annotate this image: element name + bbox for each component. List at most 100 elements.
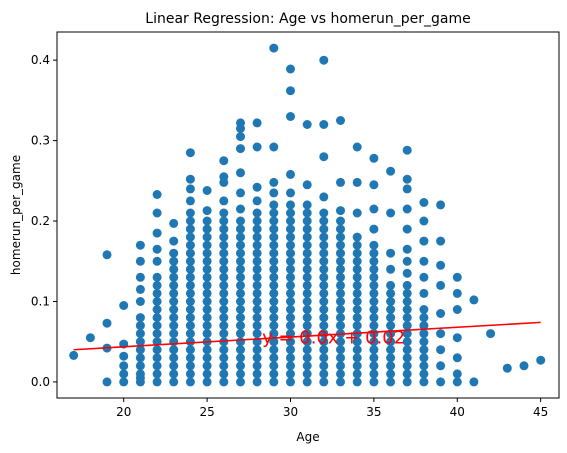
data-point	[336, 361, 345, 371]
data-point	[185, 280, 195, 290]
data-point	[402, 297, 412, 306]
data-point	[202, 264, 212, 274]
data-point	[202, 216, 212, 226]
data-point	[219, 280, 229, 290]
data-point	[185, 216, 195, 226]
data-point	[185, 297, 195, 306]
data-point	[236, 329, 245, 339]
data-point	[336, 313, 345, 323]
data-point	[386, 313, 396, 323]
data-point	[202, 206, 212, 216]
data-point	[319, 345, 329, 355]
data-point	[286, 216, 295, 226]
data-point	[185, 313, 195, 323]
data-point	[269, 248, 279, 258]
data-point	[169, 248, 179, 258]
data-point	[369, 153, 379, 163]
data-point	[302, 377, 312, 387]
data-point	[286, 256, 295, 266]
data-point	[352, 142, 362, 152]
data-point	[352, 361, 362, 371]
data-point	[236, 144, 245, 154]
data-point	[319, 313, 329, 323]
data-point	[169, 218, 179, 228]
data-point	[369, 297, 379, 306]
data-point	[85, 333, 95, 343]
data-point	[119, 361, 129, 371]
data-point	[302, 288, 312, 298]
data-point	[386, 166, 396, 176]
data-point	[236, 216, 245, 226]
data-point	[386, 280, 396, 290]
data-point	[169, 280, 179, 290]
data-point	[336, 264, 345, 274]
data-point	[135, 329, 145, 339]
data-point	[169, 264, 179, 274]
x-tick-label: 30	[283, 405, 298, 419]
data-point	[302, 353, 312, 363]
data-point	[286, 240, 295, 250]
data-point	[302, 272, 312, 282]
data-point	[152, 345, 162, 355]
data-point	[135, 353, 145, 363]
data-point	[419, 256, 429, 266]
data-point	[252, 353, 262, 363]
data-point	[185, 196, 195, 206]
data-point	[302, 297, 312, 306]
data-point	[302, 369, 312, 379]
data-point	[202, 329, 212, 339]
data-point	[252, 256, 262, 266]
data-point	[402, 145, 412, 155]
data-point	[386, 297, 396, 306]
data-point	[252, 208, 262, 218]
data-point	[536, 355, 546, 365]
data-point	[152, 244, 162, 254]
data-point	[369, 264, 379, 274]
data-point	[419, 313, 429, 323]
data-point	[452, 288, 462, 298]
data-point	[236, 168, 245, 178]
data-point	[319, 377, 329, 387]
data-point	[219, 345, 229, 355]
x-tick-label: 25	[199, 405, 214, 419]
data-point	[252, 232, 262, 242]
data-point	[419, 337, 429, 347]
data-point	[336, 248, 345, 258]
data-point	[319, 208, 329, 218]
data-point	[135, 369, 145, 379]
data-point	[152, 353, 162, 363]
data-point	[219, 297, 229, 306]
data-point	[236, 369, 245, 379]
data-point	[402, 345, 412, 355]
data-point	[302, 264, 312, 274]
data-point	[185, 256, 195, 266]
data-point	[269, 353, 279, 363]
data-point	[69, 350, 79, 360]
data-point	[319, 361, 329, 371]
data-point	[185, 240, 195, 250]
data-point	[302, 248, 312, 258]
data-point	[102, 377, 112, 387]
y-axis-label: homerun_per_game	[9, 155, 23, 275]
data-point	[336, 321, 345, 331]
data-point	[135, 272, 145, 282]
data-point	[319, 353, 329, 363]
data-point	[319, 55, 329, 65]
data-point	[269, 321, 279, 331]
data-point	[286, 272, 295, 282]
data-point	[252, 240, 262, 250]
regression-equation: y = 0.0x + 0.02	[262, 327, 405, 348]
data-point	[169, 345, 179, 355]
data-point	[152, 288, 162, 298]
data-point	[252, 369, 262, 379]
data-point	[336, 297, 345, 306]
data-point	[269, 377, 279, 387]
data-point	[286, 224, 295, 234]
data-point	[452, 369, 462, 379]
scatter-points	[69, 43, 546, 387]
data-point	[185, 369, 195, 379]
data-point	[252, 280, 262, 290]
data-point	[369, 204, 379, 214]
data-point	[469, 377, 479, 387]
